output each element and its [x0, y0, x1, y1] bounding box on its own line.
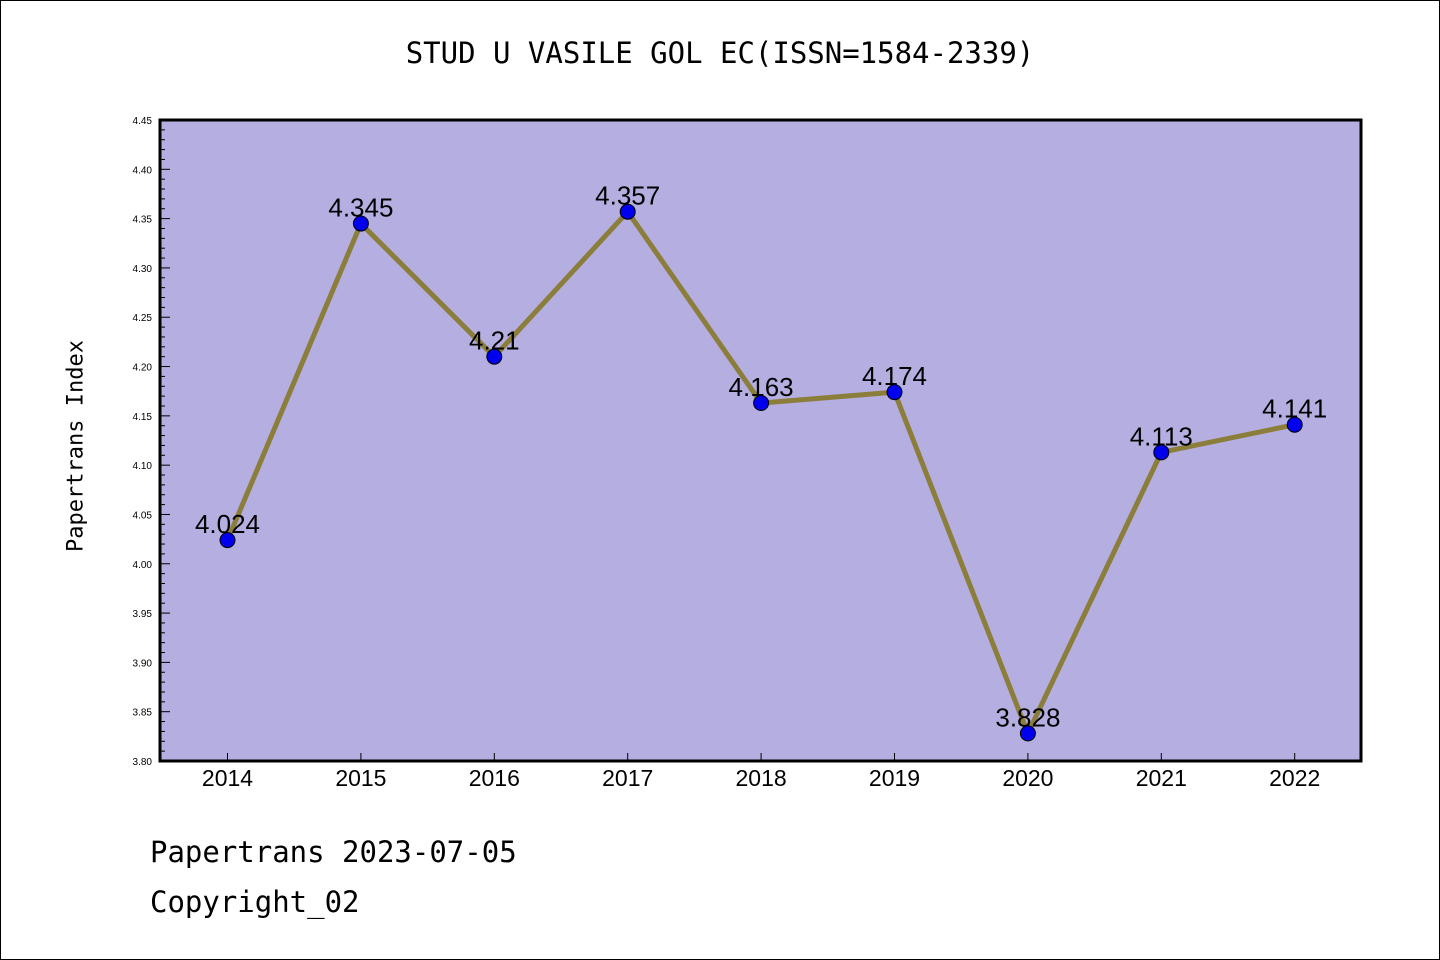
- y-tick-label: 4.20: [133, 363, 153, 374]
- x-tick-label: 2020: [1002, 765, 1053, 791]
- y-tick-label: 3.80: [133, 757, 153, 768]
- data-label: 4.024: [195, 509, 260, 539]
- data-point: [886, 384, 903, 401]
- footer-date: Papertrans 2023-07-05: [150, 835, 517, 869]
- chart-title: STUD U VASILE GOL EC(ISSN=1584-2339): [405, 36, 1035, 70]
- footer-copyright: Copyright_02: [150, 885, 360, 919]
- x-tick-label: 2017: [602, 765, 653, 791]
- data-point: [1286, 416, 1303, 433]
- data-point: [219, 532, 236, 549]
- x-tick-label: 2015: [335, 765, 386, 791]
- data-label: 4.357: [595, 181, 660, 211]
- y-tick-label: 4.15: [133, 412, 153, 423]
- y-tick-label: 4.00: [133, 560, 153, 571]
- x-tick-label: 2021: [1136, 765, 1187, 791]
- data-label: 4.21: [469, 326, 520, 356]
- data-point: [1019, 725, 1036, 742]
- x-tick-label: 2016: [469, 765, 520, 791]
- x-axis: 2014 2015 2016 2017 2018 2019 2020 2021 2022: [202, 753, 1320, 791]
- y-tick-label: 4.40: [133, 165, 153, 176]
- y-tick-label: 3.95: [133, 609, 153, 620]
- x-tick-label: 2022: [1269, 765, 1320, 791]
- y-tick-label: 4.30: [133, 264, 153, 275]
- y-tick-label: 4.10: [133, 461, 153, 472]
- data-label: 4.174: [862, 361, 927, 391]
- data-points: [219, 203, 1303, 742]
- data-label: 4.141: [1262, 394, 1327, 424]
- y-tick-label: 4.35: [133, 215, 153, 226]
- x-tick-label: 2019: [869, 765, 920, 791]
- data-point: [486, 348, 503, 365]
- plot-border: [158, 118, 1363, 763]
- data-point: [619, 203, 636, 220]
- data-label: 4.163: [729, 372, 794, 402]
- data-label: 4.345: [328, 193, 393, 223]
- y-tick-label: 3.90: [133, 658, 153, 669]
- data-label: 4.113: [1130, 421, 1193, 451]
- data-point: [1153, 444, 1170, 461]
- y-tick-label: 4.25: [133, 313, 153, 324]
- data-point: [352, 215, 369, 232]
- y-tick-label: 4.45: [133, 116, 153, 127]
- data-label: 3.828: [995, 702, 1060, 732]
- x-tick-label: 2018: [736, 765, 787, 791]
- data-labels: 4.024 4.345 4.21 4.357 4.163 4.174 3.828 4.113 4…: [195, 181, 1327, 733]
- y-tick-label: 4.05: [133, 510, 153, 521]
- y-tick-label: 3.85: [133, 708, 153, 719]
- x-tick-label: 2014: [202, 765, 253, 791]
- data-point: [753, 395, 770, 412]
